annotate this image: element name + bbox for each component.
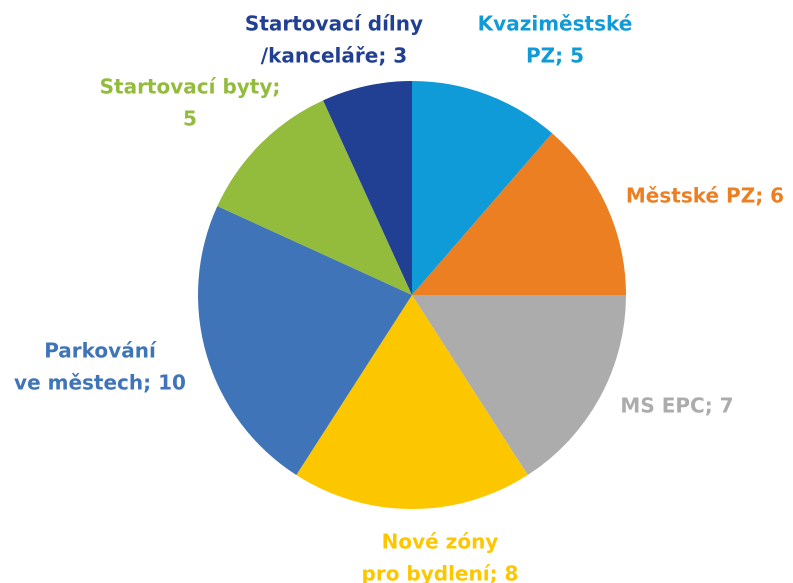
slice-label: Kvaziměstské xyxy=(478,12,633,36)
pie-slice xyxy=(198,206,412,476)
pie-slice xyxy=(296,295,528,509)
slice-label: PZ; 5 xyxy=(526,44,584,68)
slice-label: ve městech; 10 xyxy=(14,371,186,395)
pie-slice xyxy=(323,81,412,295)
pie-slice xyxy=(412,81,553,295)
slice-label: Nové zóny xyxy=(382,530,499,554)
slice-label: Startovací dílny xyxy=(245,12,423,36)
pie-slice xyxy=(412,295,626,476)
slice-label: Městské PZ; 6 xyxy=(626,184,784,208)
slice-label: Parkování xyxy=(44,339,157,363)
pie-slice xyxy=(217,100,412,296)
slice-label: /kanceláře; 3 xyxy=(261,44,407,68)
slice-label: Startovací byty; xyxy=(100,75,281,99)
pie-slice xyxy=(412,133,626,295)
slice-label: 5 xyxy=(183,107,197,131)
slice-label: MS EPC; 7 xyxy=(620,394,733,418)
slice-label: pro bydlení; 8 xyxy=(362,562,519,583)
